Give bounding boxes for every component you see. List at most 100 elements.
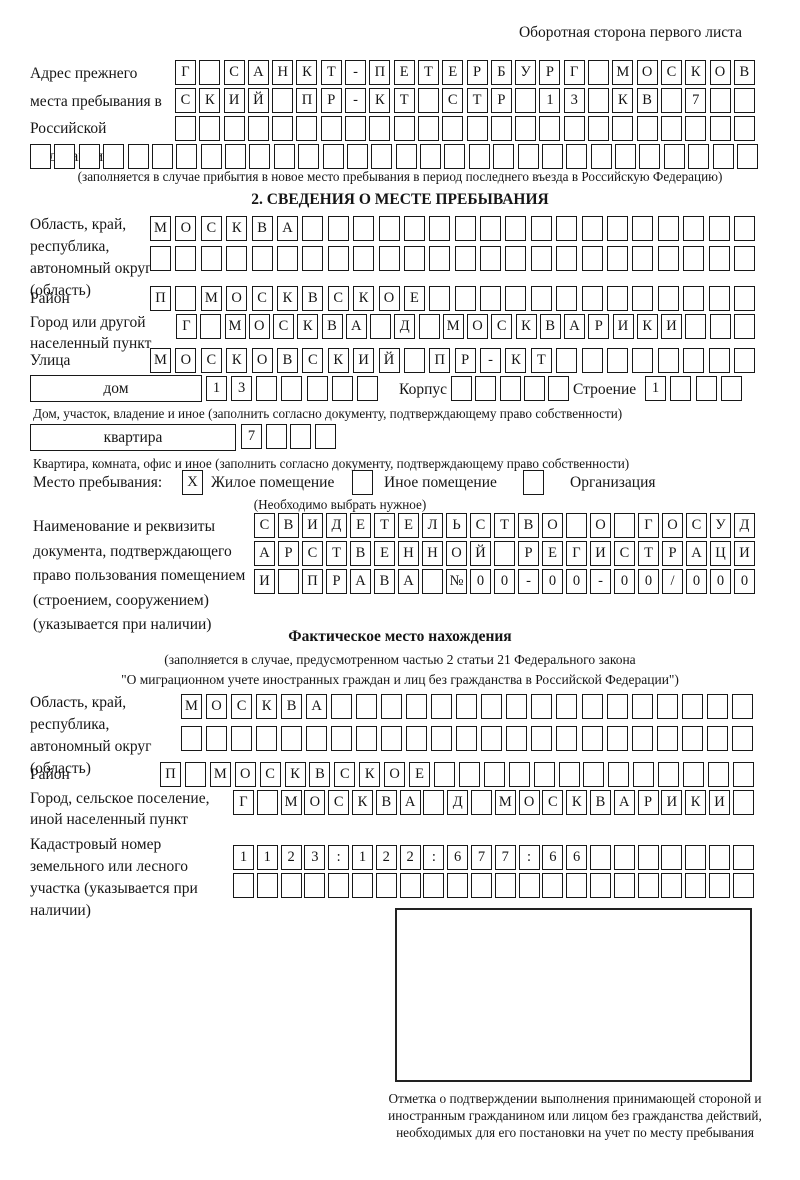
char-cell[interactable] (517, 144, 539, 169)
char-cell[interactable] (356, 376, 378, 401)
char-cell[interactable]: К (369, 88, 391, 113)
char-cell[interactable]: С (223, 60, 245, 85)
doc-row-3[interactable]: И П Р А В А № 0 0-0 0-0 0/0 0 0 (254, 569, 755, 594)
char-cell[interactable] (468, 144, 490, 169)
char-cell[interactable] (302, 216, 324, 241)
char-cell[interactable]: № (446, 569, 467, 594)
char-cell[interactable]: К (296, 60, 318, 85)
char-cell[interactable] (632, 286, 654, 311)
char-cell[interactable] (709, 314, 731, 339)
char-cell[interactable] (708, 348, 730, 373)
char-cell[interactable] (356, 726, 378, 751)
char-cell[interactable]: В (281, 694, 303, 719)
char-cell[interactable]: С (470, 513, 491, 538)
char-cell[interactable] (733, 116, 755, 141)
char-cell[interactable] (685, 845, 707, 870)
char-cell[interactable] (200, 144, 222, 169)
char-cell[interactable] (454, 216, 476, 241)
char-cell[interactable]: К (226, 216, 248, 241)
char-cell[interactable] (683, 762, 705, 787)
char-cell[interactable] (685, 873, 707, 898)
char-cell[interactable] (475, 376, 497, 401)
char-cell[interactable] (606, 694, 628, 719)
char-cell[interactable] (272, 88, 294, 113)
char-cell[interactable] (290, 424, 312, 449)
char-cell[interactable]: Р (326, 569, 347, 594)
char-cell[interactable]: 0 (542, 569, 563, 594)
char-cell[interactable]: О (248, 314, 270, 339)
char-cell[interactable] (639, 144, 661, 169)
char-cell[interactable]: 0 (470, 569, 491, 594)
char-cell[interactable] (370, 314, 391, 339)
char-cell[interactable] (712, 144, 734, 169)
char-cell[interactable] (251, 246, 273, 271)
char-cell[interactable] (451, 376, 472, 401)
char-cell[interactable]: П (302, 569, 323, 594)
char-cell[interactable]: С (686, 513, 707, 538)
char-cell[interactable] (566, 513, 587, 538)
char-cell[interactable] (256, 376, 278, 401)
char-cell[interactable]: С (231, 694, 253, 719)
char-cell[interactable] (423, 873, 445, 898)
char-cell[interactable] (706, 694, 728, 719)
char-cell[interactable] (505, 286, 527, 311)
char-cell[interactable] (657, 348, 679, 373)
char-cell[interactable] (506, 694, 528, 719)
checkbox-org[interactable] (523, 470, 544, 495)
char-cell[interactable] (612, 116, 634, 141)
char-cell[interactable] (480, 216, 502, 241)
char-cell[interactable] (30, 144, 51, 169)
char-cell[interactable] (403, 348, 425, 373)
char-cell[interactable] (558, 762, 580, 787)
char-cell[interactable]: К (612, 88, 634, 113)
char-cell[interactable]: 0 (614, 569, 635, 594)
char-cell[interactable] (708, 873, 730, 898)
char-cell[interactable]: Е (374, 541, 395, 566)
char-cell[interactable] (632, 216, 654, 241)
char-cell[interactable]: - (480, 348, 502, 373)
char-cell[interactable] (456, 726, 478, 751)
char-cell[interactable] (656, 694, 678, 719)
char-cell[interactable] (588, 60, 610, 85)
char-cell[interactable]: О (542, 513, 563, 538)
char-cell[interactable] (352, 470, 373, 495)
char-cell[interactable] (656, 726, 678, 751)
char-cell[interactable] (660, 88, 682, 113)
char-cell[interactable]: П (296, 88, 318, 113)
char-cell[interactable]: А (398, 569, 419, 594)
char-cell[interactable]: Р (637, 790, 659, 815)
char-cell[interactable]: М (150, 216, 171, 241)
char-cell[interactable] (444, 144, 466, 169)
char-cell[interactable] (470, 873, 492, 898)
char-cell[interactable] (706, 726, 728, 751)
char-cell[interactable] (481, 726, 503, 751)
char-cell[interactable] (302, 246, 324, 271)
char-cell[interactable]: А (254, 541, 275, 566)
char-cell[interactable]: А (247, 60, 269, 85)
char-cell[interactable] (733, 216, 755, 241)
char-cell[interactable]: П (160, 762, 181, 787)
char-cell[interactable] (530, 216, 552, 241)
char-cell[interactable] (589, 873, 611, 898)
char-cell[interactable] (429, 286, 451, 311)
char-cell[interactable] (566, 144, 588, 169)
char-cell[interactable]: С (200, 348, 222, 373)
char-cell[interactable] (272, 116, 294, 141)
char-cell[interactable] (631, 694, 653, 719)
char-cell[interactable]: Д (326, 513, 347, 538)
char-cell[interactable] (657, 286, 679, 311)
char-cell[interactable] (657, 216, 679, 241)
char-cell[interactable] (633, 762, 655, 787)
char-cell[interactable]: А (613, 790, 635, 815)
char-cell[interactable] (381, 694, 403, 719)
char-cell[interactable] (661, 873, 683, 898)
char-cell[interactable] (581, 246, 603, 271)
char-cell[interactable] (403, 246, 425, 271)
